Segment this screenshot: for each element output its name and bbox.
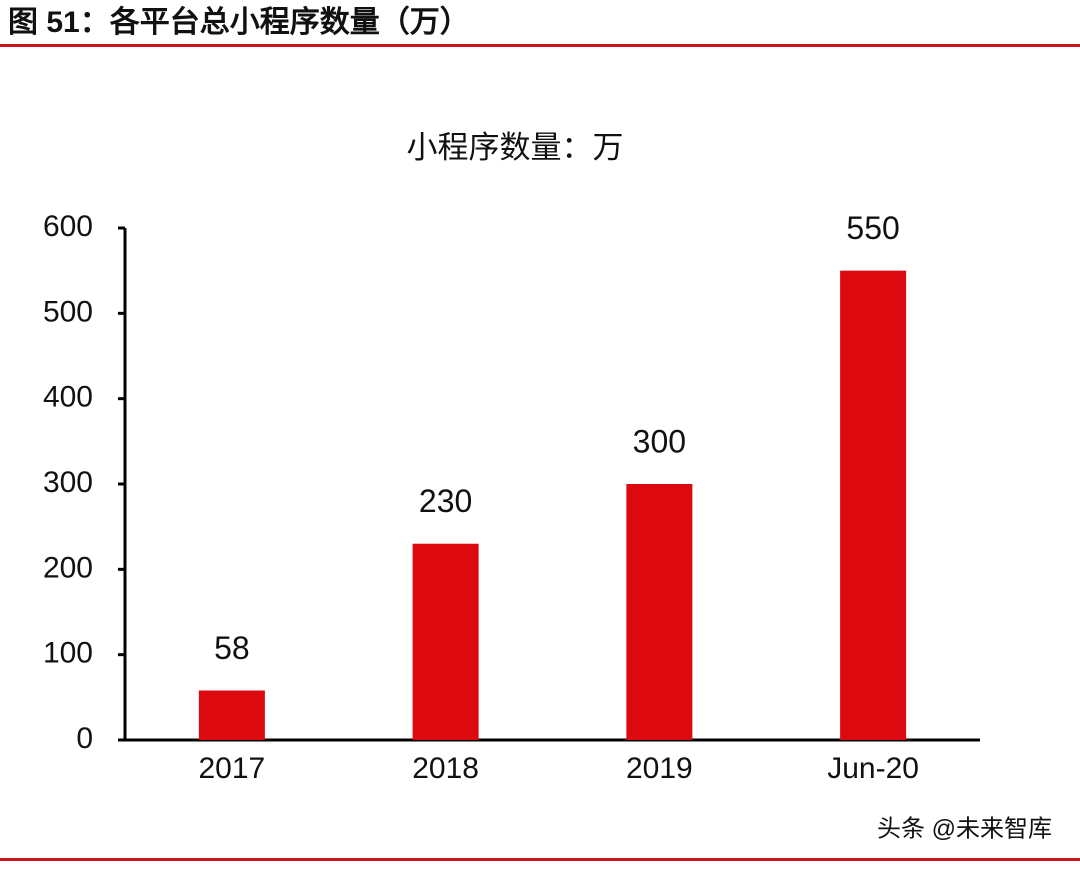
figure-title: 图 51：各平台总小程序数量（万） (8, 5, 470, 39)
y-tick-label: 400 (43, 381, 93, 414)
chart-title: 小程序数量：万 (407, 130, 624, 165)
x-tick-label: Jun-20 (827, 752, 919, 785)
watermark: 头条 @未来智库 (877, 815, 1052, 842)
data-label: 550 (846, 210, 899, 246)
footer-rule (0, 858, 1080, 861)
bar (840, 270, 907, 740)
data-label: 230 (419, 483, 472, 519)
bar (198, 690, 265, 740)
data-label: 58 (214, 630, 250, 666)
x-tick-label: 2017 (199, 752, 266, 785)
y-tick-label: 200 (43, 551, 93, 584)
bar (626, 484, 693, 740)
x-tick-label: 2019 (626, 752, 693, 785)
header-rule (0, 44, 1080, 47)
y-tick-label: 300 (43, 466, 93, 499)
y-tick-label: 500 (43, 295, 93, 328)
data-label: 300 (633, 423, 686, 459)
y-tick-label: 0 (76, 722, 93, 755)
bar (412, 543, 479, 740)
y-tick-label: 600 (43, 210, 93, 243)
y-tick-label: 100 (43, 637, 93, 670)
x-tick-label: 2018 (412, 752, 479, 785)
